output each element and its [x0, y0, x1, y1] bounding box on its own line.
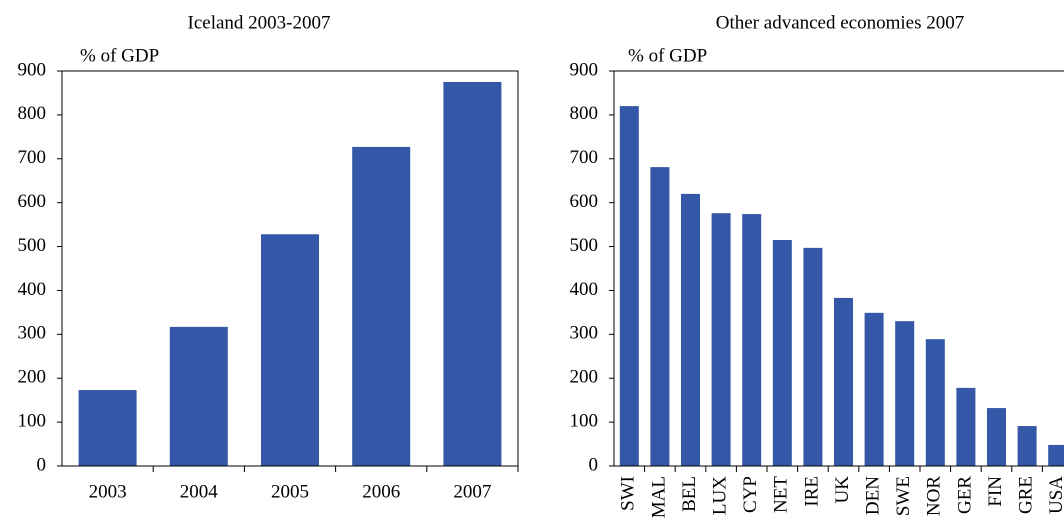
y-tick-label: 700 [570, 147, 599, 168]
x-tick-label: 2005 [271, 481, 309, 502]
bar [681, 193, 700, 466]
bar [261, 234, 319, 466]
bar [1048, 444, 1064, 466]
bar [834, 297, 853, 466]
y-tick-label: 900 [570, 59, 599, 80]
x-tick-label: 2003 [89, 481, 127, 502]
y-tick-label: 600 [18, 191, 47, 212]
x-tick-label: IRE [801, 476, 822, 507]
x-tick-label: GER [954, 476, 975, 514]
bar [1017, 426, 1037, 466]
y-tick-label: 800 [18, 103, 47, 124]
bar [169, 326, 228, 466]
chart-title: Iceland 2003-2007 [188, 12, 331, 33]
y-axis-label: % of GDP [80, 45, 159, 66]
y-tick-label: 400 [18, 279, 47, 300]
y-tick-label: 700 [18, 147, 47, 168]
x-tick-label: NOR [924, 476, 945, 516]
bar [711, 213, 731, 466]
y-tick-label: 500 [570, 235, 599, 256]
bar [742, 214, 762, 466]
y-tick-label: 100 [570, 410, 599, 431]
x-tick-label: 2007 [453, 481, 491, 502]
x-tick-label: GRE [1015, 476, 1036, 514]
bar [78, 390, 137, 466]
y-tick-label: 800 [570, 103, 599, 124]
y-tick-label: 300 [18, 323, 47, 344]
x-tick-label: USA [1046, 476, 1064, 514]
x-tick-label: NET [771, 476, 792, 513]
y-tick-label: 400 [570, 279, 599, 300]
bar [352, 146, 411, 466]
x-tick-label: CYP [740, 476, 761, 513]
chart-title: Other advanced economies 2007 [716, 12, 965, 33]
bar [925, 339, 945, 466]
bar [956, 387, 976, 466]
x-tick-label: SWI [618, 476, 639, 511]
y-axis-label: % of GDP [628, 45, 707, 66]
y-tick-label: 300 [570, 323, 599, 344]
bar [619, 106, 639, 466]
y-tick-label: 200 [18, 367, 47, 388]
y-tick-label: 200 [570, 367, 599, 388]
x-tick-label: FIN [985, 476, 1006, 507]
bar [650, 167, 670, 466]
x-tick-label: LUX [709, 476, 730, 515]
bar [772, 239, 792, 466]
bar [443, 81, 502, 466]
y-tick-label: 500 [18, 235, 47, 256]
x-tick-label: 2006 [362, 481, 400, 502]
y-tick-label: 0 [589, 454, 599, 475]
x-tick-label: UK [832, 476, 853, 504]
bar [864, 312, 884, 466]
x-tick-label: MAL [648, 476, 669, 518]
y-tick-label: 0 [37, 454, 47, 475]
x-tick-label: DEN [862, 476, 883, 515]
y-tick-label: 100 [18, 410, 47, 431]
x-tick-label: SWE [893, 476, 914, 516]
y-tick-label: 600 [570, 191, 599, 212]
bar [895, 321, 915, 466]
bar [803, 247, 823, 466]
x-tick-label: BEL [679, 476, 700, 512]
x-tick-label: 2004 [180, 481, 219, 502]
bar [987, 408, 1006, 466]
y-tick-label: 900 [18, 59, 47, 80]
